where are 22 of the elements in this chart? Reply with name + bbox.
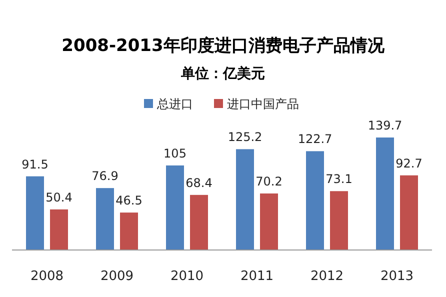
x-tick: 2011 — [240, 269, 274, 284]
subtitle: 单位：亿美元 — [181, 66, 265, 82]
x-tick: 2009 — [100, 269, 134, 284]
data-label: 76.9 — [92, 169, 118, 184]
x-tick: 2013 — [380, 269, 414, 284]
legend-label: 进口中国产品 — [227, 97, 299, 111]
x-tick: 2010 — [170, 269, 204, 284]
data-label: 122.7 — [298, 132, 332, 146]
data-label: 105 — [164, 146, 186, 160]
data-label: 70.2 — [256, 174, 282, 188]
data-label: 92.7 — [396, 156, 422, 170]
data-label: 91.5 — [22, 157, 48, 172]
data-label: 50.4 — [46, 190, 72, 204]
x-tick: 2008 — [30, 269, 64, 284]
data-label: 125.2 — [228, 130, 262, 144]
legend-label: 总进口 — [156, 97, 193, 111]
x-tick: 2012 — [310, 269, 344, 284]
data-label: 46.5 — [116, 194, 142, 208]
data-label: 139.7 — [368, 118, 402, 132]
data-label: 68.4 — [186, 176, 212, 190]
title: 2008-2013年印度进口消费电子产品情况 — [62, 36, 384, 56]
data-label: 73.1 — [326, 172, 352, 186]
